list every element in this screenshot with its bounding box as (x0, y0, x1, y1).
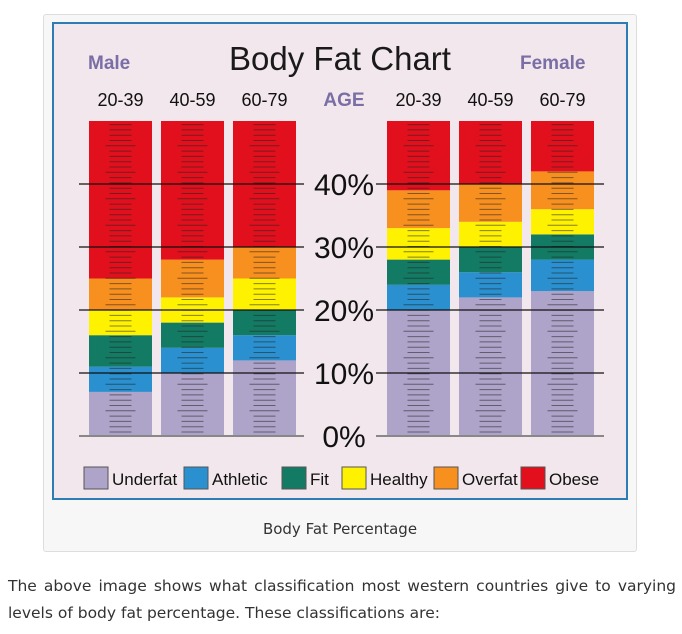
segment-obese (459, 121, 522, 184)
age-tick-label: 20-39 (97, 90, 143, 110)
legend-swatch-overfat (433, 466, 459, 490)
y-tick-label-10: 10% (314, 358, 374, 391)
segment-overfat (459, 184, 522, 222)
legend-item-athletic: Athletic (183, 466, 268, 490)
legend-item-healthy: Healthy (341, 466, 428, 490)
legend-swatch-athletic (183, 466, 209, 490)
bar-female-60-79 (531, 121, 594, 436)
legend-label-obese: Obese (549, 470, 599, 489)
age-tick-label: 20-39 (395, 90, 441, 110)
bar-female-40-59 (459, 121, 522, 436)
legend-label-fit: Fit (310, 470, 329, 489)
segment-underfat (459, 297, 522, 436)
chart-title: Body Fat Chart (229, 40, 451, 77)
segment-fit (387, 259, 450, 285)
chart-frame: Body Fat Chart Male Female AGE 20-39 40-59 60-… (52, 22, 628, 500)
segment-obese (89, 121, 152, 279)
segment-athletic (161, 347, 224, 373)
segment-underfat (89, 391, 152, 436)
segment-fit (161, 322, 224, 348)
segment-underfat (233, 360, 296, 436)
legend-swatch-healthy (341, 466, 367, 490)
axis-label-age: AGE (323, 90, 364, 111)
segment-athletic (233, 335, 296, 361)
legend-swatch-obese (520, 466, 546, 490)
segment-fit (89, 335, 152, 367)
segment-healthy (387, 228, 450, 260)
y-tick-label-0: 0% (322, 421, 365, 454)
segment-athletic (531, 259, 594, 292)
segment-fit (459, 247, 522, 273)
age-tick-label: 60-79 (241, 90, 287, 110)
age-tick-label: 60-79 (539, 90, 585, 110)
y-tick-label-20: 20% (314, 295, 374, 328)
legend-label-athletic: Athletic (212, 470, 268, 489)
legend-label-overfat: Overfat (462, 470, 518, 489)
segment-obese (161, 121, 224, 260)
legend-swatch-underfat (83, 466, 109, 490)
legend-label-healthy: Healthy (370, 470, 428, 489)
segment-athletic (459, 272, 522, 298)
bar-male-60-79 (233, 121, 296, 436)
legend-swatch-fit (281, 466, 307, 490)
y-tick-label-40: 40% (314, 169, 374, 202)
segment-healthy (459, 221, 522, 247)
body-fat-chart: Body Fat Chart Male Female AGE 20-39 40-59 60-… (79, 40, 604, 490)
segment-underfat (161, 373, 224, 436)
bar-female-20-39 (387, 121, 450, 436)
legend-item-overfat: Overfat (433, 466, 518, 490)
group-label-female: Female (520, 53, 585, 74)
figure-caption: Body Fat Percentage (262, 520, 418, 538)
age-tick-label: 40-59 (467, 90, 513, 110)
y-tick-label-30: 30% (314, 232, 374, 265)
age-tick-label: 40-59 (169, 90, 215, 110)
legend-item-obese: Obese (520, 466, 599, 490)
legend-label-underfat: Underfat (112, 470, 177, 489)
body-paragraph: The above image shows what classificatio… (8, 577, 676, 622)
bar-male-40-59 (161, 121, 224, 436)
segment-obese (387, 121, 450, 191)
bar-male-20-39 (89, 121, 152, 436)
segment-overfat (531, 171, 594, 210)
legend-item-underfat: Underfat (83, 466, 177, 490)
legend-item-fit: Fit (281, 466, 329, 490)
group-label-male: Male (88, 53, 130, 74)
